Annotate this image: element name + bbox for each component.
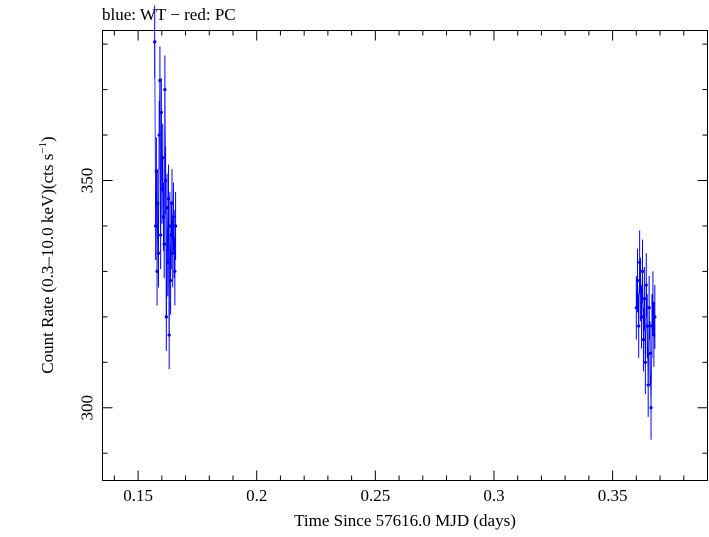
y-axis-label: Count Rate (0.3–10.0 keV)(cts s−1) [37, 136, 57, 373]
series-segment [162, 157, 164, 217]
series-segment [645, 285, 648, 326]
y-axis-label-close: ) [38, 136, 57, 142]
y-tick-label: 300 [78, 395, 97, 421]
series-segment [158, 135, 160, 254]
series-segment [639, 262, 641, 290]
data-point [166, 197, 171, 201]
y-tick-label: 350 [78, 168, 97, 194]
series-segment [154, 41, 157, 226]
series-segment [652, 303, 655, 336]
series-segment [174, 225, 176, 272]
x-tick-label: 0.2 [246, 486, 267, 505]
x-tick-label: 0.25 [360, 486, 390, 505]
data-point [154, 169, 158, 174]
data-point [173, 224, 178, 228]
data-point [167, 333, 171, 337]
x-tick-label: 0.15 [123, 486, 153, 505]
y-axis-ticks: 300 350 [78, 43, 708, 454]
series-segment [650, 325, 653, 408]
series-segment [642, 271, 644, 340]
series-segment [647, 307, 650, 386]
series-segment [173, 216, 175, 245]
data-point [165, 206, 169, 210]
x-tick-label: 0.35 [598, 486, 628, 505]
series-segment [644, 285, 647, 363]
x-axis-label: Time Since 57616.0 MJD (days) [294, 511, 516, 530]
data-point [168, 224, 172, 228]
data-point [161, 156, 165, 160]
data-point [159, 110, 163, 114]
data-points [153, 5, 657, 440]
chart-title: blue: WT − red: PC [102, 5, 236, 24]
data-point [170, 201, 174, 205]
x-tick-label: 0.3 [483, 486, 504, 505]
x-axis-ticks: 0.15 0.2 0.25 0.3 0.35 [113, 30, 708, 505]
data-point [173, 269, 177, 274]
y-axis-label-main: Count Rate (0.3–10.0 keV)(cts s [38, 154, 57, 374]
series-segment [648, 307, 651, 354]
series-segment [653, 316, 656, 336]
series-segment [638, 262, 641, 326]
series-segment [164, 89, 167, 181]
plot-frame [102, 30, 708, 481]
series-segment [160, 112, 163, 190]
y-axis-label-sup: −1 [37, 142, 49, 154]
data-point [653, 315, 657, 319]
series-segment [170, 235, 172, 281]
